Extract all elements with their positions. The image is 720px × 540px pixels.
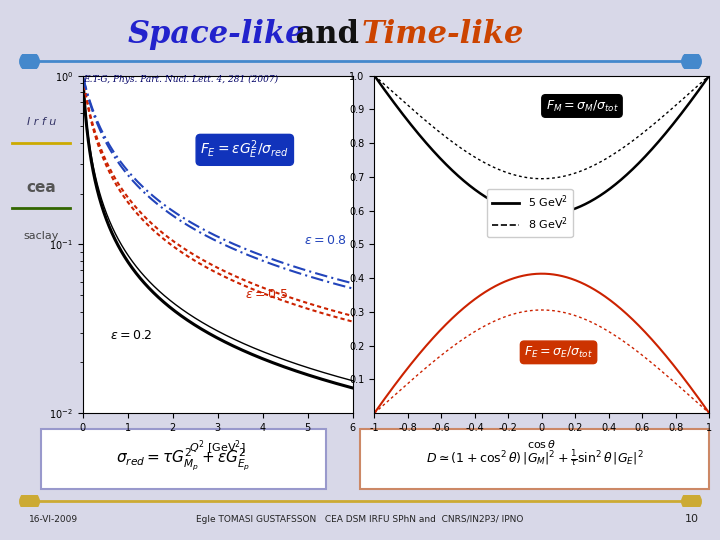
Text: Egle TOMASI GUSTAFSSON   CEA DSM IRFU SPhN and  CNRS/IN2P3/ IPNO: Egle TOMASI GUSTAFSSON CEA DSM IRFU SPhN… (197, 515, 523, 524)
Text: 16-VI-2009: 16-VI-2009 (29, 515, 78, 524)
Text: and: and (285, 19, 370, 50)
Text: I r f u: I r f u (27, 117, 56, 127)
Text: $\varepsilon=0.8$: $\varepsilon=0.8$ (304, 234, 347, 247)
Text: 10: 10 (685, 515, 698, 524)
Text: saclay: saclay (24, 231, 59, 241)
Text: Space-like: Space-like (127, 19, 305, 50)
Text: $\sigma_{red} = \tau G^2_{M_p} + \epsilon G^2_{E_p}$: $\sigma_{red} = \tau G^2_{M_p} + \epsilo… (117, 446, 251, 472)
FancyBboxPatch shape (41, 429, 326, 489)
Text: $F_E=\varepsilon G^2_E/\sigma_{red}$: $F_E=\varepsilon G^2_E/\sigma_{red}$ (200, 139, 289, 161)
Text: cea: cea (27, 180, 56, 195)
X-axis label: $Q^2\ [\mathrm{GeV}^2]$: $Q^2\ [\mathrm{GeV}^2]$ (189, 438, 246, 457)
Legend: 5 GeV$^2$, 8 GeV$^2$: 5 GeV$^2$, 8 GeV$^2$ (487, 189, 572, 237)
Text: E.T-G, Phys. Part. Nucl. Lett. 4, 281 (2007): E.T-G, Phys. Part. Nucl. Lett. 4, 281 (2… (83, 75, 278, 84)
Text: $D \simeq (1+\cos^2\theta)\,|G_M|^2+\frac{1}{\tau}\sin^2\theta\,|G_E|^2$: $D \simeq (1+\cos^2\theta)\,|G_M|^2+\fra… (426, 449, 644, 469)
Text: $F_M=\sigma_M/\sigma_{tot}$: $F_M=\sigma_M/\sigma_{tot}$ (546, 98, 618, 113)
Text: $\varepsilon=0.2$: $\varepsilon=0.2$ (109, 329, 152, 342)
Text: $\varepsilon=0.5$: $\varepsilon=0.5$ (245, 288, 288, 301)
FancyBboxPatch shape (360, 429, 709, 489)
Text: Time-like: Time-like (361, 19, 524, 50)
X-axis label: $\cos\theta$: $\cos\theta$ (527, 438, 557, 450)
Text: $F_E=\sigma_E/\sigma_{tot}$: $F_E=\sigma_E/\sigma_{tot}$ (524, 345, 593, 360)
